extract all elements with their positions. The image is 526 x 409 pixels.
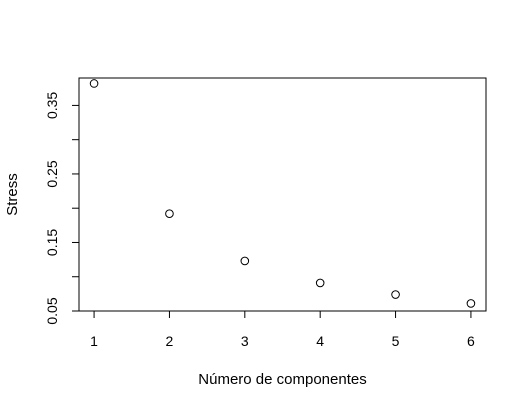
y-tick-label-0-35: 0.35 (44, 92, 60, 119)
x-tick-label-5: 5 (392, 333, 400, 349)
x-tick-label-4: 4 (316, 333, 324, 349)
y-tick-label-0-05: 0.05 (44, 297, 60, 324)
x-axis: 1 2 3 4 5 6 (90, 310, 475, 349)
x-tick-label-2: 2 (166, 333, 174, 349)
x-axis-label: Número de componentes (198, 371, 366, 388)
y-axis: 0.05 0.15 0.25 0.35 (44, 92, 80, 325)
data-points (89, 79, 476, 308)
x-tick-label-1: 1 (90, 333, 98, 349)
data-point-5 (391, 290, 400, 299)
y-axis-label: Stress (4, 173, 21, 216)
data-point-6 (466, 299, 476, 308)
x-tick-label-6: 6 (467, 333, 475, 349)
data-point-3 (240, 256, 250, 266)
plot-area-box (78, 77, 487, 312)
y-tick-label-0-15: 0.15 (44, 229, 60, 256)
y-tick-label-0-25: 0.25 (44, 160, 60, 187)
x-tick-label-3: 3 (241, 333, 249, 349)
data-point-1 (89, 79, 99, 88)
data-point-4 (315, 278, 325, 288)
data-point-2 (165, 209, 174, 218)
